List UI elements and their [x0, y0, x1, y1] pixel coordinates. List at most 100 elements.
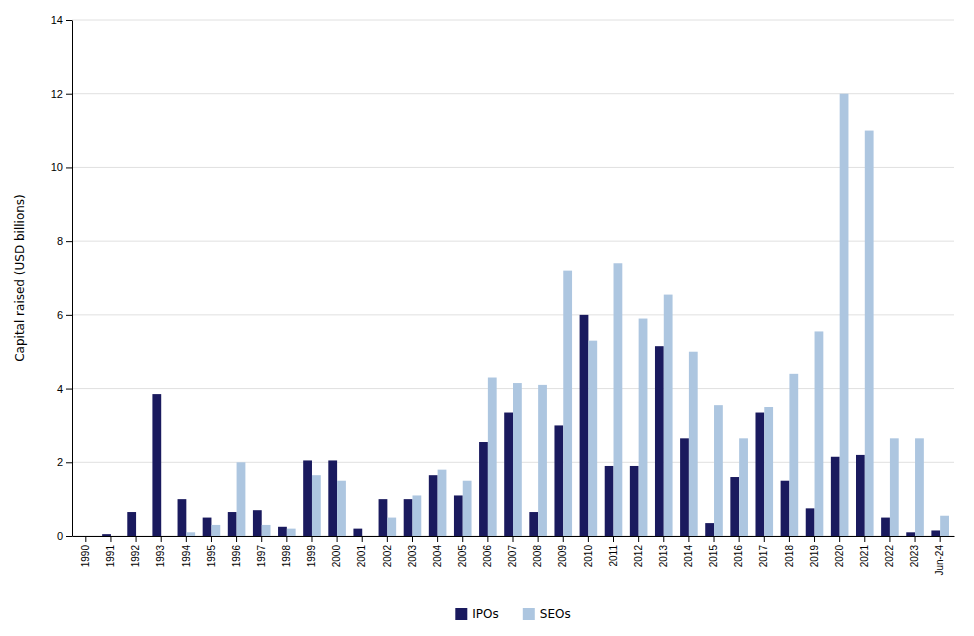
bar: [806, 508, 815, 536]
tick-mark: [66, 167, 72, 168]
y-tick: 4: [57, 383, 72, 395]
bar: [278, 527, 287, 536]
y-tick: 12: [51, 88, 72, 100]
grid-line: [72, 241, 954, 242]
x-tick: 1999: [306, 536, 317, 567]
bar: [312, 475, 321, 536]
bar: [563, 271, 572, 536]
bar: [739, 438, 748, 536]
x-tick: 1995: [206, 536, 217, 567]
tick-mark: [66, 241, 72, 242]
x-tick: 1994: [181, 536, 192, 567]
tick-mark: [638, 536, 639, 542]
x-tick: 2015: [708, 536, 719, 567]
legend: IPOs SEOs: [455, 607, 570, 621]
tick-label: 2008: [532, 545, 543, 568]
tick-label: 2015: [708, 545, 719, 568]
x-tick: 2008: [532, 536, 543, 567]
bar: [605, 466, 614, 536]
tick-mark: [236, 536, 237, 542]
tick-label: 2014: [683, 545, 694, 568]
bar: [865, 131, 874, 536]
bar: [127, 512, 136, 536]
tick-mark: [66, 20, 72, 21]
tick-mark: [764, 536, 765, 542]
bar: [580, 315, 589, 536]
tick-mark: [186, 536, 187, 542]
x-tick: 2002: [382, 536, 393, 567]
tick-label: 2017: [758, 545, 769, 568]
bar: [513, 383, 522, 536]
tick-mark: [437, 536, 438, 542]
tick-mark: [714, 536, 715, 542]
bar: [102, 534, 111, 536]
tick-label: 2004: [432, 545, 443, 568]
x-tick: 1996: [231, 536, 242, 567]
grid-line: [72, 93, 954, 94]
tick-label: Jun-24: [934, 545, 945, 576]
tick-mark: [66, 94, 72, 95]
tick-label: 2000: [331, 545, 342, 568]
tick-label: 2018: [784, 545, 795, 568]
tick-label: 2020: [834, 545, 845, 568]
x-tick: 1998: [281, 536, 292, 567]
bar-series: [186, 94, 949, 536]
bar: [689, 352, 698, 536]
tick-label: 2005: [457, 545, 468, 568]
tick-label: 2016: [733, 545, 744, 568]
tick-mark: [211, 536, 212, 542]
legend-item: IPOs: [455, 607, 498, 621]
tick-label: 10: [51, 161, 63, 173]
x-tick: 1991: [105, 536, 116, 567]
bar: [664, 295, 673, 536]
legend-swatch: [523, 608, 535, 620]
bar: [931, 530, 940, 536]
bar: [228, 512, 237, 536]
tick-mark: [286, 536, 287, 542]
x-tick: 2006: [482, 536, 493, 567]
x-tick: 2017: [758, 536, 769, 567]
bar: [588, 341, 597, 536]
tick-label: 2012: [633, 545, 644, 568]
bar: [237, 462, 246, 536]
y-tick: 14: [51, 14, 72, 26]
tick-label: 2023: [909, 545, 920, 568]
legend-label: SEOs: [540, 607, 571, 621]
x-tick: 1990: [80, 536, 91, 567]
x-tick: 2014: [683, 536, 694, 567]
bar: [262, 525, 271, 536]
x-tick: Jun-24: [934, 536, 945, 576]
chart: 0246810121419901991199219931994199519961…: [0, 0, 974, 636]
tick-label: 2002: [382, 545, 393, 568]
tick-mark: [261, 536, 262, 542]
x-tick: 2001: [356, 536, 367, 567]
y-tick: 6: [57, 309, 72, 321]
tick-mark: [136, 536, 137, 542]
tick-mark: [462, 536, 463, 542]
bar: [614, 263, 623, 536]
bar: [362, 536, 371, 537]
tick-mark: [487, 536, 488, 542]
tick-mark: [915, 536, 916, 542]
bar: [303, 460, 312, 536]
x-tick: 2007: [507, 536, 518, 567]
bar: [529, 512, 538, 536]
tick-mark: [387, 536, 388, 542]
bar: [764, 407, 773, 536]
y-tick: 10: [51, 161, 72, 173]
x-tick: 2010: [583, 536, 594, 567]
bar: [429, 475, 438, 536]
bar: [789, 374, 798, 536]
x-tick: 2003: [407, 536, 418, 567]
bar: [463, 481, 472, 536]
bar: [781, 481, 790, 536]
tick-label: 2010: [583, 545, 594, 568]
tick-label: 2011: [608, 545, 619, 567]
bar-series: [102, 315, 940, 536]
tick-label: 2021: [859, 545, 870, 568]
y-axis-title: Capital raised (USD billions): [13, 194, 27, 362]
bar: [404, 499, 413, 536]
bar: [538, 385, 547, 536]
tick-mark: [311, 536, 312, 542]
tick-label: 0: [57, 530, 63, 542]
